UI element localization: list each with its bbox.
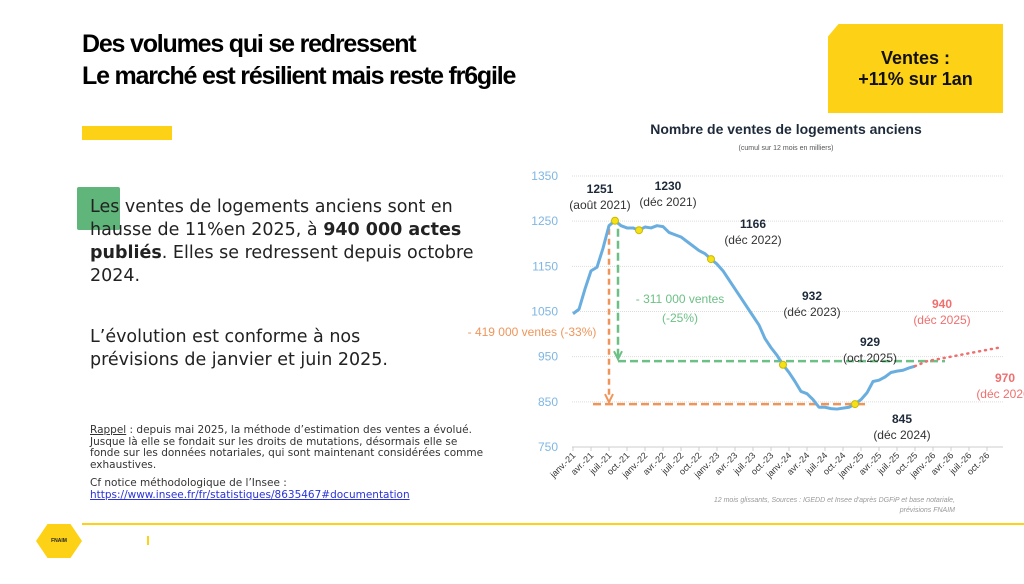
annotation-date: (déc 2024) [873,428,930,442]
annotation-value: 845 [892,412,912,426]
annotation-date: (déc 2026) [976,387,1024,401]
cf-text: Cf notice méthodologique de l’Insee : [90,477,287,489]
green-drop-pct: (-25%) [662,311,698,325]
fnaim-logo: FNAIM [36,524,82,558]
green-arrowhead-icon [613,350,623,362]
slide-title-line2: Le marché est résilient mais reste fr6gi… [82,62,516,90]
y-tick-label: 950 [538,350,558,364]
insee-link[interactable]: https://www.insee.fr/fr/statistiques/863… [90,488,410,501]
badge-line1: Ventes : [880,47,951,68]
chart-source-2: prévisions FNAIM [899,507,955,514]
p1-text: Les ventes de logements anciens sont en … [90,197,453,240]
chart-subtitle: (cumul sur 12 mois en milliers) [739,145,834,152]
annotation-value: 932 [802,289,822,303]
annotation-date: (déc 2021) [639,195,696,209]
rappel-text: : depuis mai 2025, la méthode d’estimati… [90,424,484,471]
rappel-label: Rappel [90,424,127,436]
green-drop-label: - 311 000 ventes [636,292,725,306]
green-accent-square [77,187,120,230]
actual-sales-line [572,219,916,411]
data-point-marker [707,255,715,264]
p1-text-end: . Elles se redressent depuis octobre 202… [90,243,474,286]
y-tick-label: 1150 [532,259,558,273]
data-point-marker [851,400,859,409]
annotation-value: 970 [995,371,1015,385]
body-paragraph-2: L’évolution est conforme à nos prévision… [90,327,388,370]
methodology-note: Rappel : depuis mai 2025, la méthode d’e… [90,424,490,471]
y-tick-label: 850 [538,395,558,409]
y-tick-label: 1250 [531,214,558,228]
badge-line2: +11% sur 1an [858,68,973,89]
annotation-value: 1230 [655,179,682,193]
data-point-marker [611,216,619,225]
annotation-date: (oct 2025) [843,351,897,365]
annotation-value: 1166 [740,217,766,231]
insee-reference: Cf notice méthodologique de l’Insee : htt… [90,477,490,501]
accent-bar [82,126,172,140]
y-tick-label: 1350 [531,169,558,183]
chart-source: 12 mois glissants, Sources : IGEDD et In… [714,497,955,504]
footer-tick [147,536,149,545]
annotation-date: (déc 2023) [783,305,840,319]
chart-title: Nombre de ventes de logements anciens [650,121,922,137]
p1-bold: 940 000 actes publiés [90,220,462,263]
orange-arrowhead-icon [604,393,614,405]
footer-line [82,523,1024,525]
annotation-value: 1251 [587,182,614,196]
slide-title-line1: Des volumes qui se redressent [82,30,417,58]
annotation-date: (déc 2025) [913,313,970,327]
body-paragraph-1: Les ventes de logements anciens sont en … [90,196,480,288]
data-point-marker [635,226,643,235]
orange-drop-label: - 419 000 ventes (-33%) [468,325,597,339]
y-tick-label: 1050 [531,305,558,319]
sales-badge: Ventes : +11% sur 1an [828,24,1003,113]
data-point-marker [779,360,787,369]
annotation-date: (août 2021) [569,198,630,212]
annotation-date: (déc 2022) [724,233,781,247]
y-tick-label: 750 [538,440,558,454]
annotation-value: 940 [932,297,952,311]
annotation-value: 929 [860,335,880,349]
forecast-line [913,346,1001,368]
